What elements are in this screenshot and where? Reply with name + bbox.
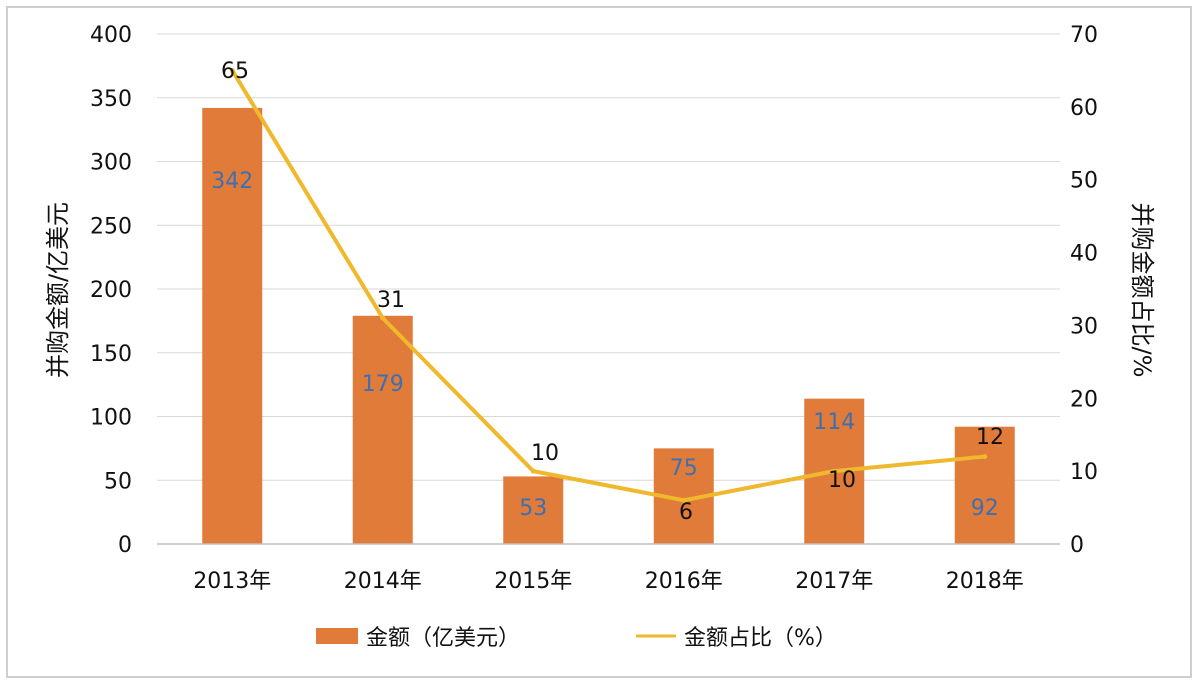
legend-swatch-bar [316, 628, 358, 644]
y-axis-title: 并购金额/亿美元 [44, 202, 72, 378]
bar [202, 107, 263, 544]
bar-value-label: 75 [670, 456, 698, 481]
line-point [982, 454, 988, 460]
bar [954, 426, 1015, 544]
line-value-label: 6 [679, 500, 693, 525]
legend: 金额（亿美元） 金额占比（%） [316, 626, 837, 651]
bar-value-label: 114 [813, 410, 855, 435]
y2-tick-label: 50 [1070, 169, 1098, 194]
y-tick-label: 0 [118, 533, 132, 558]
y2-tick-label: 20 [1070, 387, 1098, 412]
y2-tick-label: 40 [1070, 242, 1098, 267]
legend-label-bar: 金额（亿美元） [366, 626, 520, 651]
axes: 0 50 100 150 200 250 300 350 400 0 10 20 30 40 50 60 70 2… [90, 23, 1098, 594]
data-labels: 342 179 53 75 114 92 65 31 10 6 10 12 [211, 59, 1004, 525]
bar-value-label: 179 [362, 372, 404, 397]
y-tick-label: 400 [90, 23, 132, 48]
line-point [831, 468, 837, 474]
line-series [229, 67, 988, 503]
line-value-label: 10 [531, 441, 559, 466]
bar-series [202, 107, 1015, 544]
x-tick-label: 2016年 [645, 569, 723, 594]
y2-tick-label: 10 [1070, 460, 1098, 485]
line-value-label: 65 [221, 59, 249, 84]
x-tick-label: 2015年 [494, 569, 572, 594]
y-tick-label: 100 [90, 406, 132, 431]
y-tick-label: 350 [90, 87, 132, 112]
bar-value-label: 342 [211, 169, 253, 194]
x-tick-label: 2014年 [344, 569, 422, 594]
line-value-label: 31 [377, 288, 405, 313]
gridlines [157, 33, 1060, 545]
y2-tick-label: 60 [1070, 96, 1098, 121]
bar-value-label: 53 [519, 496, 547, 521]
y2-tick-label: 70 [1070, 23, 1098, 48]
line-point [380, 315, 386, 321]
line-point [229, 67, 235, 73]
line-path [230, 69, 985, 503]
y-tick-label: 150 [90, 342, 132, 367]
line-value-label: 10 [828, 468, 856, 493]
bar-value-label: 92 [971, 496, 999, 521]
y-tick-label: 200 [90, 278, 132, 303]
line-point [681, 497, 687, 503]
line-value-label: 12 [976, 425, 1004, 450]
y-tick-label: 250 [90, 214, 132, 239]
bar [503, 476, 564, 544]
y2-tick-label: 30 [1070, 314, 1098, 339]
x-tick-label: 2017年 [795, 569, 873, 594]
y-tick-label: 300 [90, 151, 132, 176]
y2-tick-label: 0 [1070, 533, 1084, 558]
bar [352, 315, 413, 544]
line-point [530, 468, 536, 474]
y2-axis-title: 并购金额占比/% [1128, 203, 1156, 378]
x-tick-label: 2013年 [193, 569, 271, 594]
x-tick-label: 2018年 [946, 569, 1024, 594]
legend-label-line: 金额占比（%） [684, 626, 837, 651]
y-tick-label: 50 [104, 469, 132, 494]
